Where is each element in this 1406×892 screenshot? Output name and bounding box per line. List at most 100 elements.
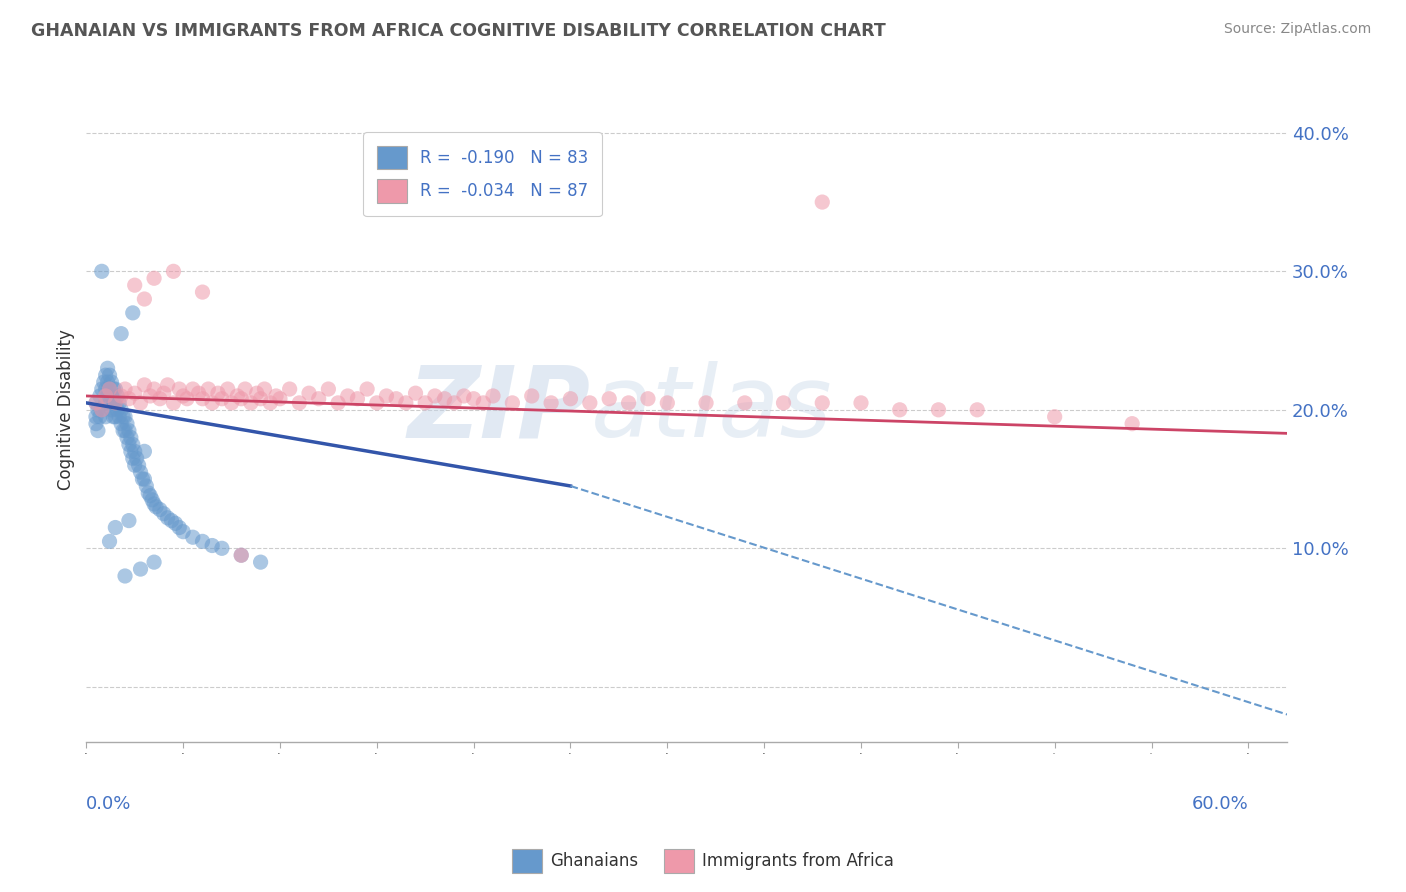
Point bbox=[162, 396, 184, 410]
Point bbox=[405, 386, 427, 401]
Point bbox=[94, 382, 117, 396]
Point bbox=[413, 396, 436, 410]
Point bbox=[152, 386, 174, 401]
Point bbox=[308, 392, 330, 406]
Point bbox=[181, 530, 204, 544]
Point bbox=[104, 382, 127, 396]
Point bbox=[423, 389, 446, 403]
Point bbox=[115, 430, 138, 444]
Point bbox=[520, 389, 543, 403]
Point bbox=[97, 361, 120, 376]
Point bbox=[114, 409, 136, 424]
Point bbox=[141, 492, 163, 507]
Point bbox=[772, 396, 794, 410]
Point bbox=[197, 382, 219, 396]
Point bbox=[145, 500, 167, 514]
Point bbox=[87, 424, 110, 438]
Point bbox=[103, 382, 125, 396]
Point bbox=[811, 396, 834, 410]
Point bbox=[110, 417, 132, 431]
Point bbox=[84, 396, 107, 410]
Point bbox=[110, 326, 132, 341]
Point bbox=[129, 465, 152, 479]
Point bbox=[134, 472, 156, 486]
Point bbox=[94, 389, 117, 403]
Point bbox=[579, 396, 602, 410]
Point bbox=[443, 396, 465, 410]
Point bbox=[129, 396, 152, 410]
Point bbox=[463, 392, 485, 406]
Point bbox=[136, 486, 159, 500]
Point bbox=[453, 389, 475, 403]
Point bbox=[366, 396, 388, 410]
Point bbox=[191, 285, 214, 299]
Point bbox=[231, 548, 253, 562]
Point bbox=[118, 424, 141, 438]
Point bbox=[108, 396, 131, 410]
Point bbox=[269, 392, 291, 406]
Point bbox=[97, 375, 120, 389]
Point bbox=[165, 516, 187, 531]
Point bbox=[105, 389, 128, 403]
Point bbox=[124, 458, 146, 473]
Point bbox=[811, 195, 834, 210]
Point bbox=[849, 396, 872, 410]
Point bbox=[375, 389, 398, 403]
Text: Source: ZipAtlas.com: Source: ZipAtlas.com bbox=[1223, 22, 1371, 37]
Legend: R =  -0.190   N = 83, R =  -0.034   N = 87: R = -0.190 N = 83, R = -0.034 N = 87 bbox=[363, 132, 602, 216]
Point bbox=[124, 444, 146, 458]
Point bbox=[472, 396, 495, 410]
Text: 60.0%: 60.0% bbox=[1192, 795, 1249, 813]
Point bbox=[98, 382, 121, 396]
Point bbox=[104, 396, 127, 410]
Point bbox=[98, 368, 121, 383]
Point bbox=[121, 451, 143, 466]
Point bbox=[657, 396, 679, 410]
Point bbox=[191, 534, 214, 549]
Point bbox=[125, 451, 148, 466]
Point bbox=[98, 396, 121, 410]
Point bbox=[259, 396, 281, 410]
Point bbox=[143, 555, 166, 569]
Point bbox=[97, 389, 120, 403]
Point bbox=[889, 402, 911, 417]
Point bbox=[112, 409, 135, 424]
Point bbox=[191, 392, 214, 406]
Point bbox=[108, 409, 131, 424]
Point bbox=[124, 278, 146, 293]
Point bbox=[560, 392, 582, 406]
Point bbox=[637, 392, 659, 406]
Point bbox=[114, 424, 136, 438]
Point bbox=[336, 389, 359, 403]
Point bbox=[152, 507, 174, 521]
Point bbox=[433, 392, 456, 406]
Point bbox=[105, 402, 128, 417]
Point bbox=[172, 389, 194, 403]
Point bbox=[129, 562, 152, 576]
Point bbox=[211, 541, 233, 556]
Point bbox=[90, 264, 112, 278]
Point bbox=[118, 392, 141, 406]
Point bbox=[239, 396, 262, 410]
Point bbox=[100, 389, 122, 403]
Point bbox=[139, 389, 162, 403]
Point bbox=[246, 386, 269, 401]
Point bbox=[181, 382, 204, 396]
Point bbox=[143, 382, 166, 396]
Point bbox=[167, 520, 190, 534]
Point bbox=[112, 424, 135, 438]
Point bbox=[278, 382, 301, 396]
Point bbox=[249, 555, 271, 569]
Point bbox=[318, 382, 340, 396]
Point bbox=[84, 396, 107, 410]
Point bbox=[93, 375, 115, 389]
Point bbox=[110, 402, 132, 417]
Point bbox=[149, 392, 172, 406]
Point bbox=[385, 392, 408, 406]
Point bbox=[84, 417, 107, 431]
Point bbox=[135, 479, 157, 493]
Text: 0.0%: 0.0% bbox=[86, 795, 132, 813]
Point bbox=[104, 396, 127, 410]
Point bbox=[288, 396, 311, 410]
Point bbox=[103, 409, 125, 424]
